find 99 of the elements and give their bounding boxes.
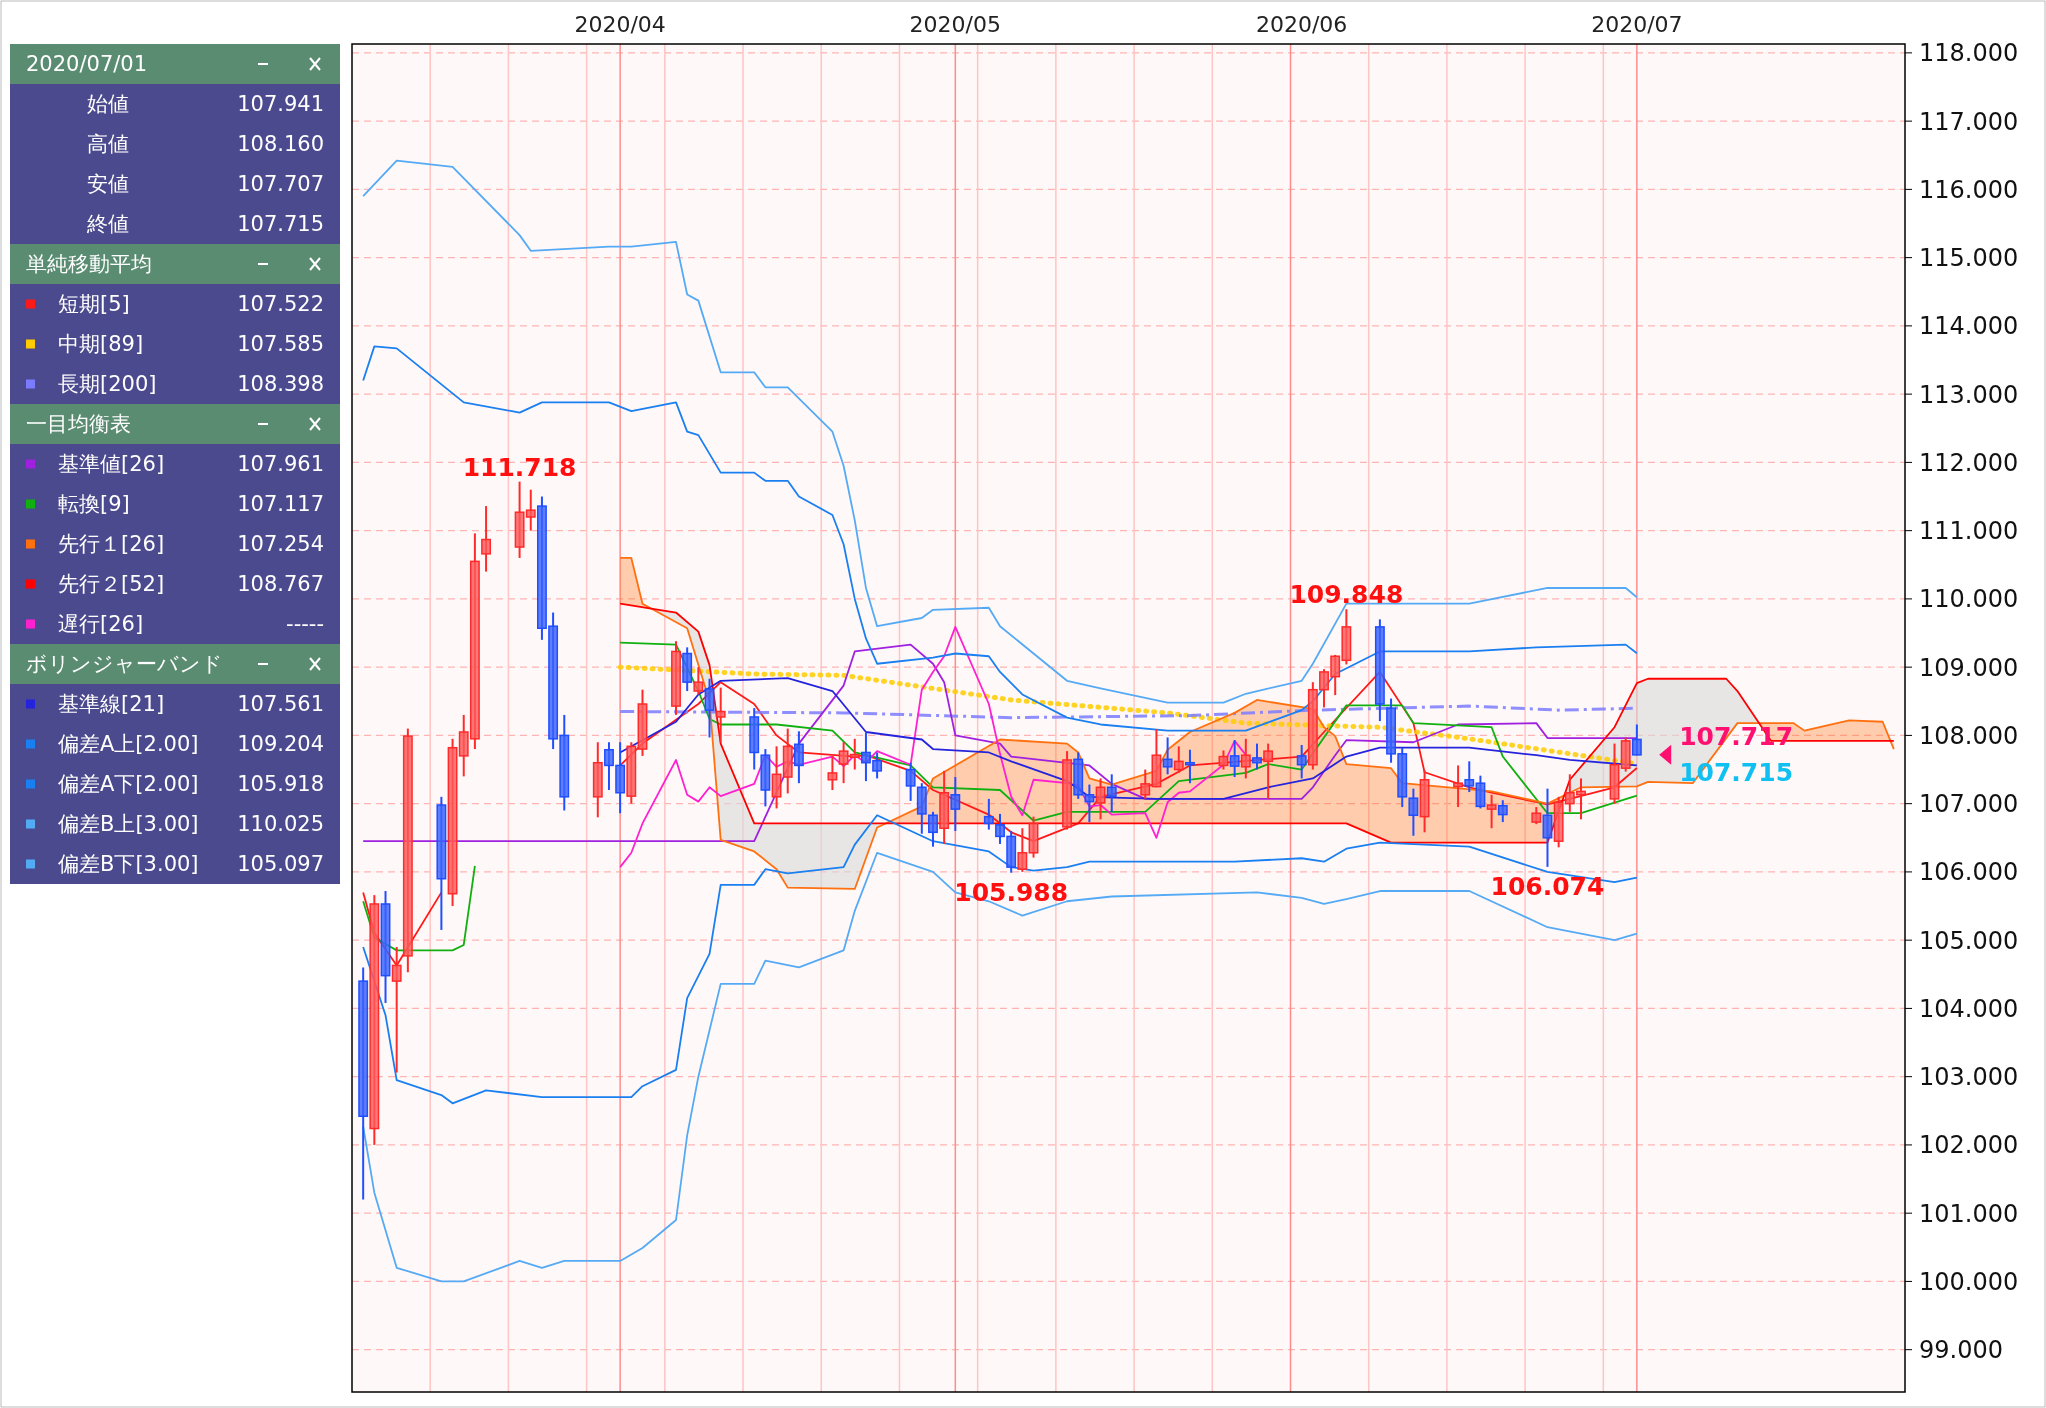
legend-label: 偏差A上[2.00] xyxy=(58,732,199,757)
y-tick-label: 116.000 xyxy=(1919,175,2019,204)
text: 107.961 xyxy=(237,452,324,477)
candlestick xyxy=(1486,793,1497,830)
annotation: 109.848 xyxy=(1289,580,1404,610)
text: 110.025 xyxy=(237,812,324,837)
candlestick xyxy=(928,810,938,848)
text: ボリンジャーバンド xyxy=(26,652,223,677)
text: 107.117 xyxy=(237,492,324,517)
text: 105.918 xyxy=(237,772,324,797)
legend-label: 長期[200] xyxy=(58,372,157,397)
text: 始値 xyxy=(87,92,129,117)
annotation: 106.074 xyxy=(1490,871,1605,901)
y-tick-label: 101.000 xyxy=(1919,1199,2019,1228)
candlestick xyxy=(1162,736,1173,776)
annotation: 105.988 xyxy=(954,877,1069,907)
text: 2020/07/01 xyxy=(26,52,148,77)
text: ----- xyxy=(286,612,324,637)
candlestick xyxy=(1497,799,1508,824)
candlestick xyxy=(1173,745,1184,774)
candlestick xyxy=(693,666,704,696)
candlestick xyxy=(793,730,804,785)
text: 終値 xyxy=(86,212,129,237)
y-tick-label: 109.000 xyxy=(1919,653,2019,682)
text: 安値 xyxy=(87,172,129,197)
candlestick xyxy=(1229,739,1240,779)
candlestick xyxy=(1218,749,1229,771)
y-tick-label: 111.000 xyxy=(1919,517,2019,546)
text: 107.561 xyxy=(237,692,324,717)
candlestick xyxy=(704,677,715,739)
y-tick-label: 110.000 xyxy=(1919,585,2019,614)
legend-label: 遅行[26] xyxy=(58,612,144,637)
text: 高値 xyxy=(87,132,129,157)
y-tick-label: 103.000 xyxy=(1919,1063,2019,1092)
candlestick xyxy=(1185,748,1195,785)
candlestick xyxy=(391,945,402,1074)
y-tick-label: 100.000 xyxy=(1919,1267,2019,1296)
legend-label: 基準線[21] xyxy=(58,692,165,717)
y-tick-label: 108.000 xyxy=(1919,721,2019,750)
y-tick-label: 102.000 xyxy=(1919,1131,2019,1160)
y-tick-label: 113.000 xyxy=(1919,380,2019,409)
y-tick-label: 114.000 xyxy=(1919,312,2019,341)
candlestick xyxy=(1017,827,1028,873)
candlestick xyxy=(481,505,492,573)
x-tick-label: 2020/04 xyxy=(574,12,666,37)
text: 107.585 xyxy=(237,332,324,357)
candlestick xyxy=(1263,742,1274,800)
candlestick xyxy=(1542,787,1553,868)
line-series xyxy=(619,602,1895,844)
y-tick-label: 118.000 xyxy=(1919,39,2019,68)
annotation: 111.718 xyxy=(462,452,577,482)
text: 一目均衡表 xyxy=(26,412,131,437)
y-tick-label: 115.000 xyxy=(1919,244,2019,273)
candlestick xyxy=(1095,777,1106,821)
candlestick xyxy=(1252,742,1262,771)
line-series xyxy=(362,851,1638,1283)
candlestick xyxy=(1631,723,1642,757)
candlestick xyxy=(1240,737,1251,780)
legend-label: 基準値[26] xyxy=(58,452,165,477)
legend-label: 先行２[52] xyxy=(58,572,165,597)
legend-label: 転換[9] xyxy=(58,492,130,517)
text: 108.160 xyxy=(237,132,324,157)
candlestick xyxy=(983,797,994,831)
legend-label: 先行１[26] xyxy=(58,532,165,557)
text: 107.941 xyxy=(237,92,324,117)
legend-label: 偏差B下[3.00] xyxy=(58,852,199,877)
legend-label: 短期[5] xyxy=(58,292,130,317)
x-tick-label: 2020/07 xyxy=(1591,12,1683,37)
text: 107.254 xyxy=(237,532,324,557)
candlestick xyxy=(1453,764,1464,809)
text: 108.767 xyxy=(237,572,324,597)
y-tick-label: 107.000 xyxy=(1919,790,2019,819)
candlestick xyxy=(1296,743,1307,780)
text: 107.715 xyxy=(237,212,324,237)
candlestick xyxy=(715,686,726,744)
legend-label: 偏差B上[3.00] xyxy=(58,812,199,837)
candlestick xyxy=(905,761,916,802)
legend-label: 偏差A下[2.00] xyxy=(58,772,199,797)
y-tick-label: 112.000 xyxy=(1919,448,2019,477)
text: 単純移動平均 xyxy=(26,252,152,277)
candlestick xyxy=(950,776,961,832)
text: 107.707 xyxy=(237,172,324,197)
line-series xyxy=(362,814,1638,1105)
x-tick-label: 2020/05 xyxy=(909,12,1002,37)
candlestick xyxy=(1106,773,1117,813)
line-series xyxy=(362,345,1638,732)
line-series xyxy=(362,159,1638,704)
y-tick-label: 99.000 xyxy=(1919,1336,2003,1365)
y-tick-label: 105.000 xyxy=(1919,926,2019,955)
y-tick-label: 117.000 xyxy=(1919,107,2019,136)
legend-label: 中期[89] xyxy=(58,332,144,357)
text: 108.398 xyxy=(237,372,324,397)
candlestick xyxy=(827,754,838,792)
x-tick-label: 2020/06 xyxy=(1255,12,1348,37)
text: 105.097 xyxy=(237,852,324,877)
y-tick-label: 104.000 xyxy=(1919,994,2019,1023)
y-tick-label: 106.000 xyxy=(1919,858,2019,887)
text: 109.204 xyxy=(237,732,324,757)
text: 107.522 xyxy=(237,292,324,317)
